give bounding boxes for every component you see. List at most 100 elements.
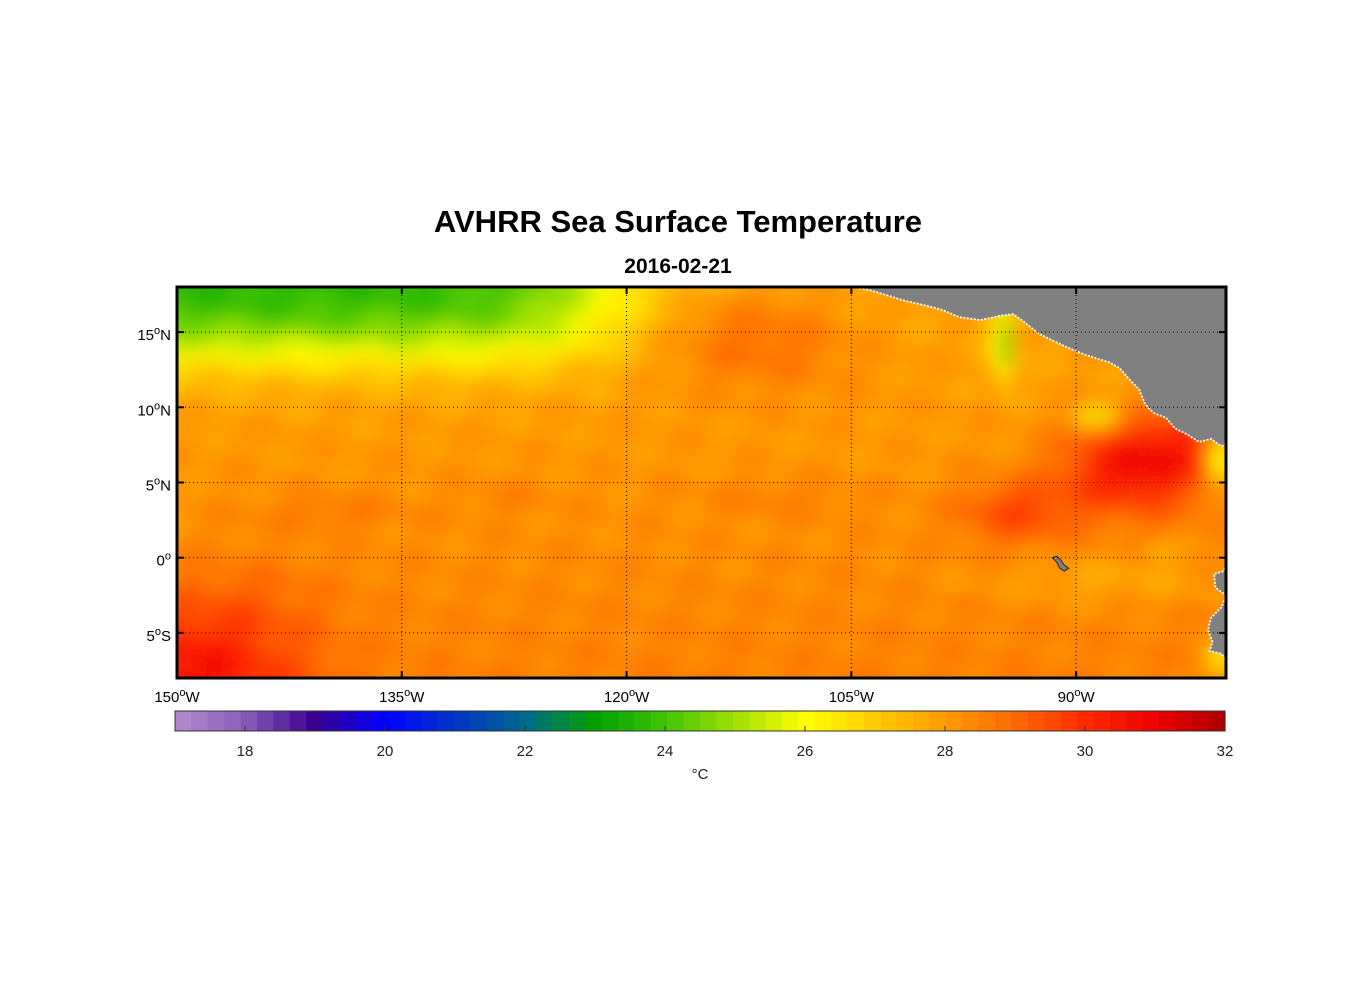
sst-cell [770, 293, 782, 305]
sst-cell [204, 577, 216, 589]
sst-cell [361, 640, 373, 652]
sst-cell [927, 440, 940, 452]
sst-cell [770, 650, 782, 663]
sst-cell [1074, 629, 1087, 642]
sst-cell [980, 577, 992, 589]
sst-cell [1116, 450, 1129, 463]
sst-cell [581, 672, 594, 678]
sst-cell [466, 345, 478, 358]
sst-cell [1001, 629, 1013, 642]
sst-cell [518, 472, 531, 484]
sst-cell [256, 661, 268, 673]
sst-cell [1032, 440, 1045, 452]
sst-cell [330, 272, 342, 284]
sst-cell [1211, 545, 1223, 558]
sst-cell [434, 650, 447, 663]
sst-cell [350, 587, 363, 600]
sst-cell [529, 577, 541, 589]
sst-cell [791, 356, 803, 368]
sst-cell [177, 293, 184, 305]
sst-cell [1095, 672, 1108, 678]
sst-cell [707, 566, 719, 579]
sst-cell [193, 640, 205, 652]
sst-cell [235, 566, 247, 579]
sst-cell [1179, 608, 1191, 621]
sst-cell [1032, 450, 1045, 463]
sst-cell [466, 324, 478, 337]
sst-cell [308, 356, 321, 368]
sst-cell [193, 577, 205, 589]
sst-cell [833, 472, 845, 484]
sst-cell [382, 345, 394, 358]
sst-cell [634, 577, 646, 589]
sst-cell [1201, 683, 1213, 695]
sst-cell [225, 493, 237, 505]
sst-cell [801, 324, 814, 337]
sst-cell [476, 419, 489, 431]
sst-cell [497, 514, 510, 526]
sst-cell [970, 272, 982, 284]
sst-cell [434, 287, 447, 294]
sst-cell [655, 429, 667, 442]
sst-cell [749, 293, 761, 305]
sst-cell [487, 556, 499, 568]
colorbar-tick-label: 18 [237, 743, 254, 760]
sst-cell [697, 324, 709, 337]
sst-cell [225, 535, 237, 547]
sst-cell [1095, 598, 1108, 610]
sst-cell [371, 629, 384, 642]
sst-cell [1116, 419, 1129, 431]
sst-cell [1011, 535, 1024, 547]
sst-cell [571, 640, 583, 652]
sst-cell [917, 366, 929, 379]
sst-cell [676, 429, 688, 442]
sst-cell [392, 440, 405, 452]
colorbar-swatch [355, 711, 373, 731]
sst-cell [1200, 461, 1212, 473]
sst-cell [581, 482, 594, 494]
sst-cell [382, 366, 394, 379]
sst-cell [413, 408, 426, 421]
sst-cell [843, 598, 856, 610]
sst-cell [728, 461, 740, 473]
sst-cell [885, 608, 898, 621]
colorbar-swatch [798, 711, 816, 731]
sst-cell [602, 377, 615, 389]
sst-cell [885, 324, 898, 337]
sst-cell [1085, 377, 1097, 389]
sst-cell [770, 356, 782, 368]
sst-cell [1127, 440, 1139, 452]
sst-cell [177, 514, 184, 526]
sst-cell [1033, 693, 1045, 705]
sst-cell [1190, 524, 1202, 537]
sst-cell [235, 377, 247, 389]
sst-cell [613, 503, 625, 516]
sst-cell [1179, 629, 1191, 642]
sst-cell [1064, 377, 1076, 389]
sst-cell [959, 272, 971, 284]
sst-cell [760, 272, 772, 284]
sst-cell [843, 650, 856, 663]
sst-cell [1137, 398, 1150, 410]
sst-cell [718, 272, 730, 284]
sst-cell [1085, 566, 1097, 579]
sst-cell [812, 566, 824, 579]
sst-cell [780, 429, 793, 442]
sst-cell [791, 272, 803, 284]
colorbar-tick-label: 32 [1217, 743, 1234, 760]
sst-cell [371, 566, 384, 579]
sst-cell [917, 598, 929, 610]
sst-cell [1200, 450, 1212, 463]
sst-cell [582, 272, 594, 284]
sst-cell [235, 587, 247, 600]
sst-cell [602, 556, 615, 568]
sst-cell [225, 398, 237, 410]
sst-cell [518, 482, 531, 494]
sst-cell [508, 503, 520, 516]
sst-cell [948, 545, 961, 558]
sst-cell [1053, 545, 1066, 558]
sst-cell [969, 398, 982, 410]
sst-cell [329, 345, 342, 358]
sst-cell [959, 503, 971, 516]
sst-cell [665, 650, 677, 663]
